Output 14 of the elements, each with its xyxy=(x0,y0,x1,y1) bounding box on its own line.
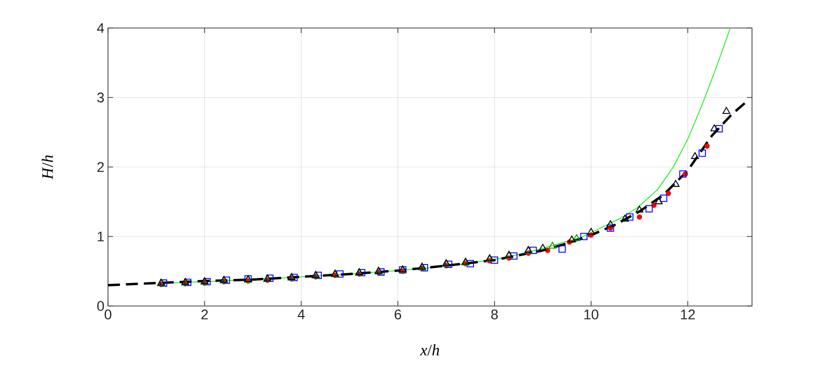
x-tick-label: 10 xyxy=(584,310,598,320)
x-tick-label: 0 xyxy=(104,310,112,320)
y-tick-label: 0 xyxy=(97,301,104,311)
y-axis-title: H/h xyxy=(42,155,53,180)
x-tick-label: 8 xyxy=(491,310,498,320)
y-tick-label: 3 xyxy=(97,92,104,102)
y-tick-label: 4 xyxy=(97,23,104,33)
x-tick-label: 4 xyxy=(298,310,305,320)
x-tick-label: 2 xyxy=(201,310,208,320)
x-tick-label: 6 xyxy=(394,310,402,320)
y-tick-label: 2 xyxy=(97,162,104,172)
x-tick-label: 12 xyxy=(681,310,695,320)
x-axis-title: x/h xyxy=(420,344,440,356)
y-tick-label: 1 xyxy=(98,232,104,242)
